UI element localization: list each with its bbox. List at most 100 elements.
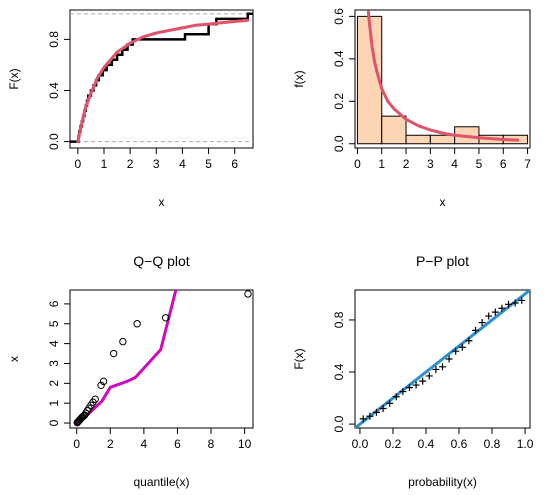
pp-point [372, 408, 380, 416]
pp-point [392, 393, 400, 401]
pp-point [405, 384, 413, 392]
x-tick-label: 8 [208, 437, 215, 451]
x-tick-label: 1 [378, 157, 385, 171]
density-panel: 0 1 2 3 4 5 6 7 0.0 0.2 0.4 0.6 x f(x) [292, 8, 531, 209]
x-tick-label: 4 [179, 157, 186, 171]
fitted-cdf-line [76, 18, 250, 144]
qq-point [97, 381, 105, 390]
x-tick-label: 0 [354, 157, 361, 171]
y-tick-label: 0.4 [332, 50, 346, 67]
pp-point [399, 388, 407, 396]
histogram-bar [429, 134, 456, 145]
y-tick-label: 0.0 [332, 135, 346, 152]
x-axis-label: quantile(x) [133, 475, 189, 489]
pp-point [498, 304, 506, 312]
x-tick-label: 0.6 [451, 437, 468, 451]
plot-frame [354, 9, 531, 149]
pp-point [439, 363, 446, 371]
qq-point [109, 349, 118, 358]
pp-point [386, 399, 394, 407]
y-tick-label: 0.8 [47, 31, 61, 48]
y-tick-label: 0.2 [332, 93, 346, 110]
ecdf-panel: 0 1 2 3 4 5 6 0.0 0.4 0.8 x F(x) [7, 9, 254, 209]
y-tick-label: 0.0 [47, 133, 61, 150]
y-tick-label: 0.6 [332, 8, 346, 25]
y-tick-label: 6 [47, 300, 61, 307]
pp-point [425, 372, 433, 380]
x-tick-label: 6 [500, 157, 507, 171]
x-tick-label: 6 [231, 157, 238, 171]
y-tick-label: 3 [47, 360, 61, 367]
qq-point [119, 337, 127, 346]
pp-point [432, 365, 440, 373]
qq-panel: 0 2 4 6 8 10 0 1 2 3 4 5 6 Q−Q plot quantile(x) x [7, 253, 254, 489]
x-tick-label: 3 [427, 157, 434, 171]
x-tick-label: 1.0 [517, 437, 534, 451]
y-axis-label: F(x) [7, 68, 21, 89]
histogram-bar [381, 115, 407, 145]
y-tick-label: 4 [47, 340, 61, 347]
x-tick-label: 0 [74, 157, 81, 171]
y-tick-label: 0.4 [332, 363, 346, 380]
x-axis-label: x [440, 195, 446, 209]
plot-frame [69, 289, 254, 429]
y-tick-label: 0.8 [332, 311, 346, 328]
histogram-bar [405, 134, 431, 145]
pp-point [465, 337, 473, 345]
qq-point [133, 320, 141, 328]
y-tick-label: 2 [47, 380, 61, 387]
y-tick-label: 0.0 [332, 415, 346, 432]
pp-point [505, 300, 513, 308]
fitted-density-curve [366, 10, 520, 142]
pp-point [511, 299, 519, 307]
y-tick-label: 0 [47, 419, 61, 426]
pp-point [491, 308, 499, 316]
pp-point [472, 326, 480, 334]
x-tick-label: 7 [524, 157, 531, 171]
y-axis-label: x [7, 356, 21, 362]
pp-panel: 0.0 0.2 0.4 0.6 0.8 1.0 0.0 0.4 0.8 P−P plot proba… [292, 253, 534, 489]
qq-point [91, 395, 99, 403]
x-tick-label: 4 [451, 157, 458, 171]
qq-point [99, 377, 108, 386]
x-tick-label: 1 [101, 157, 108, 171]
panel-title: P−P plot [416, 253, 469, 269]
x-tick-label: 0.4 [418, 437, 435, 451]
qq-point [78, 413, 86, 421]
x-tick-label: 0.8 [484, 437, 501, 451]
y-tick-label: 5 [47, 320, 61, 327]
x-axis-label: probability(x) [408, 475, 477, 489]
x-tick-label: 0.0 [352, 437, 369, 451]
pp-point [458, 343, 466, 351]
qq-point [244, 290, 252, 298]
x-axis-label: x [159, 195, 165, 209]
y-tick-label: 1 [47, 400, 61, 407]
pp-point [419, 377, 427, 385]
plot-frame [69, 9, 254, 149]
y-tick-label: 0.4 [47, 82, 61, 99]
panel-title: Q−Q plot [133, 253, 190, 269]
pp-point [412, 381, 420, 389]
pp-point [359, 415, 367, 423]
y-axis-label: F(x) [292, 348, 306, 369]
y-axis-label: f(x) [292, 70, 306, 87]
x-tick-label: 2 [107, 437, 114, 451]
x-tick-label: 0.2 [385, 437, 402, 451]
pp-point [445, 355, 453, 363]
x-tick-label: 0 [73, 437, 80, 451]
x-tick-label: 2 [403, 157, 410, 171]
qq-point [161, 314, 170, 322]
pp-point [366, 412, 374, 420]
x-tick-label: 5 [476, 157, 483, 171]
x-tick-label: 3 [153, 157, 160, 171]
pp-reference-line [355, 290, 530, 428]
pp-point [518, 296, 526, 304]
x-tick-label: 6 [174, 437, 181, 451]
x-tick-label: 10 [238, 437, 252, 451]
pp-point [379, 404, 387, 412]
x-tick-label: 5 [205, 157, 212, 171]
pp-point [485, 312, 493, 320]
x-tick-label: 4 [141, 437, 148, 451]
plot-frame [354, 289, 531, 429]
